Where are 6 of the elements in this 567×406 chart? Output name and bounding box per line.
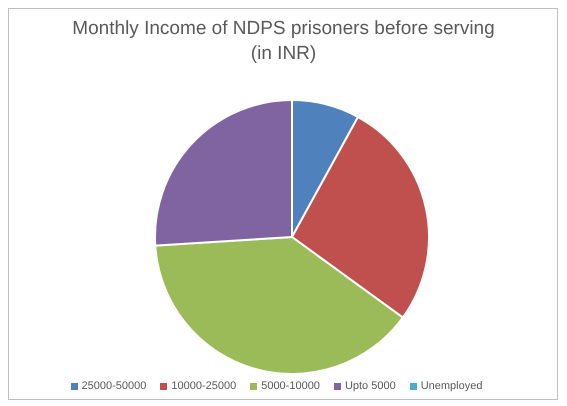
legend-label: 10000-25000 bbox=[170, 380, 236, 392]
legend-label: Upto 5000 bbox=[344, 380, 396, 392]
chart-title: Monthly Income of NDPS prisoners before serving (in INR) bbox=[71, 17, 496, 66]
legend-label: 25000-50000 bbox=[80, 380, 146, 392]
legend-label: 5000-10000 bbox=[260, 380, 320, 392]
legend-label: Unemployed bbox=[420, 380, 482, 392]
